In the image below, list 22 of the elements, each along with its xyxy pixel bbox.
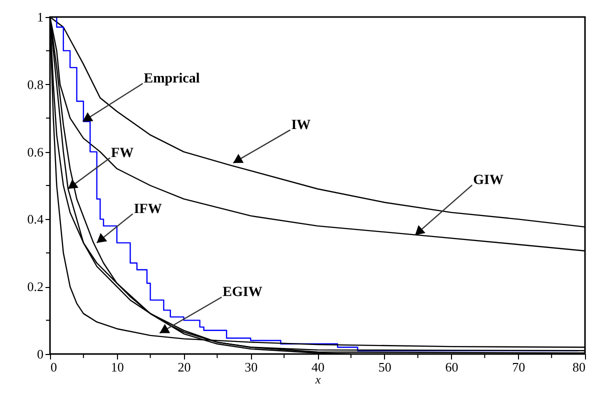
x-tick-label: 10	[110, 360, 124, 374]
annotation: Emprical	[144, 71, 200, 86]
x-tick-label: 0	[50, 360, 57, 374]
x-tick-label: 30	[244, 360, 258, 374]
y-tick-label: 0.8	[27, 76, 44, 92]
x-tick-label: 50	[378, 360, 392, 374]
y-tick-label: 0.4	[27, 212, 44, 227]
x-tick-label: 40	[312, 360, 324, 374]
x-tick-label: 60	[445, 360, 458, 374]
x-tick-label: 20	[178, 360, 191, 374]
y-tick-label: 0.2	[27, 279, 44, 294]
y-tick-label: 0.6	[27, 144, 44, 160]
x-axis-title: x	[314, 372, 322, 386]
annotation: IFW	[134, 202, 162, 217]
x-tick-label: 70	[512, 360, 526, 374]
y-tick-label: 1	[37, 10, 44, 24]
annotation: FW	[111, 146, 134, 161]
y-tick-label: 0	[37, 346, 44, 362]
annotation: EGIW	[222, 285, 262, 300]
x-tick-label: 80	[572, 360, 586, 374]
annotation: IW	[291, 118, 311, 133]
annotation: GIW	[473, 173, 504, 188]
